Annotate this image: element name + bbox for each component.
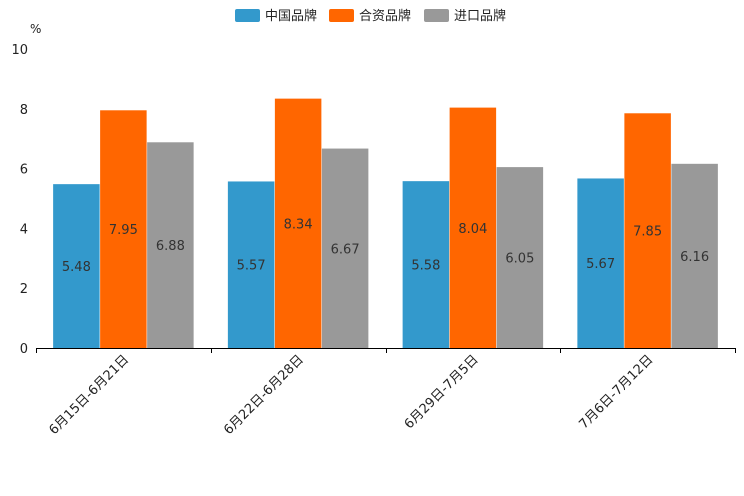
y-axis: 0 2 4 6 8 10 bbox=[11, 43, 28, 357]
bar-value-label: 7.95 bbox=[109, 223, 138, 238]
y-tick-label: 10 bbox=[11, 43, 28, 58]
bar-value-label: 5.57 bbox=[237, 259, 266, 274]
y-tick-label: 2 bbox=[20, 282, 28, 297]
bar-1-3 bbox=[147, 142, 194, 348]
y-tick-label: 0 bbox=[20, 342, 28, 357]
y-tick-label: 8 bbox=[20, 103, 28, 118]
legend-swatch-1 bbox=[235, 9, 260, 22]
bar-value-label: 5.58 bbox=[411, 259, 440, 274]
legend-label-1: 中国品牌 bbox=[265, 8, 317, 24]
x-axis: 6月15日-6月21日 6月22日-6月28日 6月29日-7月5日 7月6日-7月1… bbox=[36, 348, 736, 438]
bar-4-2 bbox=[624, 113, 671, 348]
legend-label-3: 进口品牌 bbox=[454, 8, 506, 24]
bar-2-3 bbox=[321, 148, 369, 348]
bar-4-3 bbox=[671, 163, 718, 348]
bar-3-3 bbox=[496, 167, 544, 348]
bar-3-2 bbox=[449, 107, 497, 348]
bar-value-label: 6.16 bbox=[680, 250, 709, 265]
bar-value-label: 6.67 bbox=[331, 242, 360, 257]
legend-label-2: 合资品牌 bbox=[359, 8, 411, 24]
bar-value-label: 6.88 bbox=[156, 239, 185, 254]
bar-value-label: 8.34 bbox=[284, 217, 313, 232]
x-tick-label: 6月15日-6月21日 bbox=[46, 352, 132, 438]
legend-swatch-2 bbox=[329, 9, 354, 22]
bar-value-label: 5.48 bbox=[62, 260, 91, 275]
y-tick-label: 4 bbox=[20, 222, 28, 237]
legend-swatch-3 bbox=[424, 9, 449, 22]
bar-4-1 bbox=[577, 178, 624, 348]
bar-1-2 bbox=[100, 110, 147, 348]
bar-2-1 bbox=[227, 181, 275, 348]
x-tick-label: 7月6日-7月12日 bbox=[577, 352, 657, 432]
x-tick-label: 6月29日-7月5日 bbox=[402, 352, 482, 432]
bar-value-label: 7.85 bbox=[633, 225, 662, 240]
legend: 中国品牌 合资品牌 进口品牌 bbox=[235, 8, 506, 24]
bar-2-2 bbox=[274, 98, 322, 348]
x-tick-label: 6月22日-6月28日 bbox=[221, 352, 307, 438]
bar-value-label: 5.67 bbox=[586, 257, 615, 272]
bar-1-1 bbox=[53, 184, 100, 348]
plot-area: 5.48 7.95 6.88 5.57 8.34 6.67 5.58 8.04 6.05 5.67… bbox=[53, 98, 718, 348]
bar-3-1 bbox=[402, 181, 450, 348]
bar-value-label: 6.05 bbox=[505, 252, 534, 267]
y-tick-label: 6 bbox=[20, 163, 28, 178]
y-axis-unit-label: % bbox=[30, 22, 41, 36]
bar-value-label: 8.04 bbox=[458, 222, 487, 237]
